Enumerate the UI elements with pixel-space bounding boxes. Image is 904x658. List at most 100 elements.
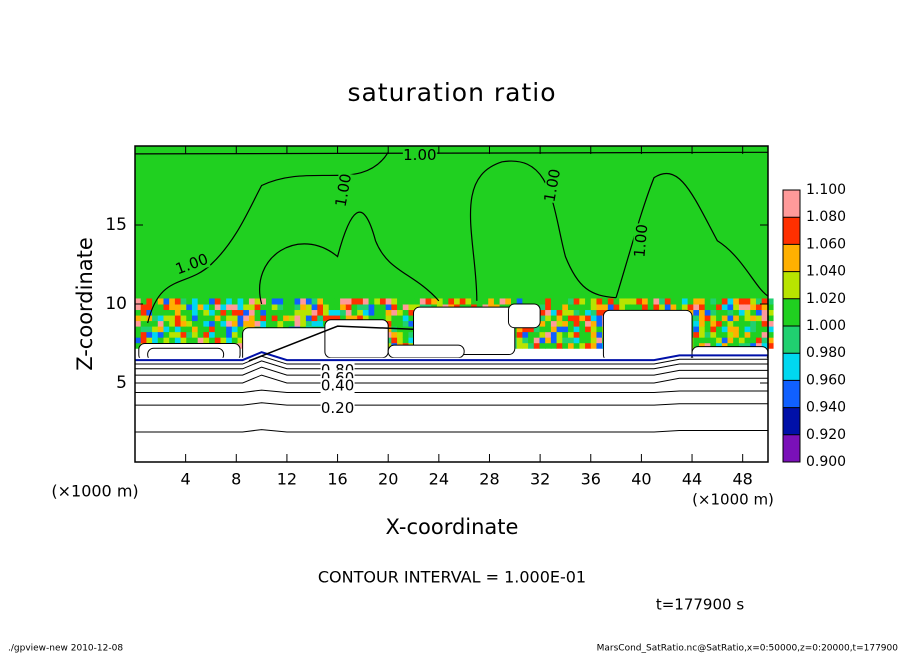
- field-cell: [237, 326, 244, 333]
- field-cell: [317, 309, 324, 316]
- contour-line: [135, 360, 768, 370]
- colorbar-label: 0.920: [806, 427, 846, 443]
- field-cell: [209, 315, 216, 322]
- field-cell: [317, 304, 324, 311]
- field-cell: [220, 326, 227, 333]
- colorbar-label: 1.000: [806, 318, 846, 334]
- field-cell: [488, 298, 495, 305]
- field-cell: [391, 309, 398, 316]
- field-cell: [368, 315, 375, 322]
- field-cell: [277, 304, 284, 311]
- field-cell: [710, 309, 717, 316]
- field-cell: [550, 326, 558, 333]
- field-cell: [556, 342, 563, 349]
- field-cell: [226, 337, 233, 344]
- field-cell: [414, 298, 421, 305]
- field-cell: [562, 298, 569, 305]
- field-cell: [596, 342, 603, 349]
- field-cell: [738, 331, 746, 338]
- field-cell: [585, 320, 592, 327]
- field-cell: [681, 298, 689, 305]
- field-cell: [596, 298, 603, 305]
- field-cell: [203, 304, 210, 311]
- field-cell: [186, 337, 193, 344]
- colorbar-label: 1.020: [806, 291, 846, 307]
- field-cell: [163, 315, 170, 322]
- field-cell: [733, 320, 740, 327]
- colorbar-label: 1.060: [806, 236, 846, 252]
- field-cell: [146, 298, 153, 305]
- field-cell: [163, 326, 170, 333]
- field-cell: [414, 304, 421, 311]
- field-cell: [562, 304, 569, 311]
- field-cell: [260, 309, 267, 316]
- colorbar-label: 0.980: [806, 345, 846, 361]
- field-cell: [220, 298, 227, 305]
- field-cell: [209, 309, 216, 316]
- field-cell: [374, 309, 381, 316]
- field-cell: [607, 298, 615, 305]
- field-cell: [174, 337, 182, 344]
- field-cell: [174, 331, 182, 338]
- field-cell: [237, 342, 244, 349]
- field-cell: [197, 315, 204, 322]
- field-cell: [362, 315, 370, 322]
- field-cell: [767, 315, 774, 322]
- field-cell: [283, 309, 290, 316]
- field-cell: [459, 298, 466, 305]
- colorbar-label: 1.100: [806, 182, 846, 198]
- field-cell: [220, 315, 227, 322]
- field-cell: [135, 315, 142, 322]
- contour-line: [135, 351, 768, 362]
- field-cell: [362, 304, 370, 311]
- field-cell: [357, 298, 364, 305]
- field-cell: [152, 331, 159, 338]
- field-cell: [664, 304, 672, 311]
- field-cell: [362, 298, 370, 305]
- field-cell: [300, 298, 307, 305]
- x-tick-label: 24: [429, 470, 449, 489]
- field-cell: [169, 298, 176, 305]
- field-cell: [305, 298, 313, 305]
- field-cell: [203, 298, 210, 305]
- field-cell: [214, 309, 221, 316]
- field-cell: [271, 304, 278, 311]
- x-tick-label: 28: [479, 470, 499, 489]
- x-tick-label: 12: [277, 470, 297, 489]
- field-lower: [135, 357, 768, 462]
- field-cell: [180, 337, 187, 344]
- field-cell: [305, 320, 313, 327]
- field-cell: [169, 309, 176, 316]
- field-cell: [539, 326, 546, 333]
- field-cell: [493, 298, 501, 305]
- field-cell: [590, 315, 597, 322]
- field-cell: [180, 298, 187, 305]
- field-cell: [191, 298, 199, 305]
- field-cell: [607, 304, 615, 311]
- field-cell: [157, 337, 164, 344]
- field-cell: [323, 304, 330, 311]
- field-cell: [750, 337, 757, 344]
- field-cell: [556, 337, 563, 344]
- field-cell: [209, 298, 216, 305]
- field-cell: [152, 304, 159, 311]
- field-cell: [385, 326, 392, 333]
- field: 1.001.001.001.001.000.800.600.400.20: [134, 146, 774, 462]
- field-cell: [579, 315, 586, 322]
- field-cell: [152, 309, 159, 316]
- field-cell: [755, 326, 763, 333]
- field-cell: [135, 337, 142, 344]
- field-cell: [402, 304, 409, 311]
- colorbar-segment: [783, 434, 800, 462]
- field-cell: [328, 315, 335, 322]
- field-cell: [385, 331, 392, 338]
- x-tick-label: 40: [631, 470, 651, 489]
- field-cell: [499, 298, 506, 305]
- field-cell: [761, 309, 768, 316]
- y-unit: (×1000 m): [51, 482, 138, 501]
- field-cell: [368, 298, 375, 305]
- field-cell: [283, 304, 290, 311]
- field-cell: [750, 331, 757, 338]
- y-tick-label: 15: [105, 215, 127, 235]
- field-cell: [693, 337, 700, 344]
